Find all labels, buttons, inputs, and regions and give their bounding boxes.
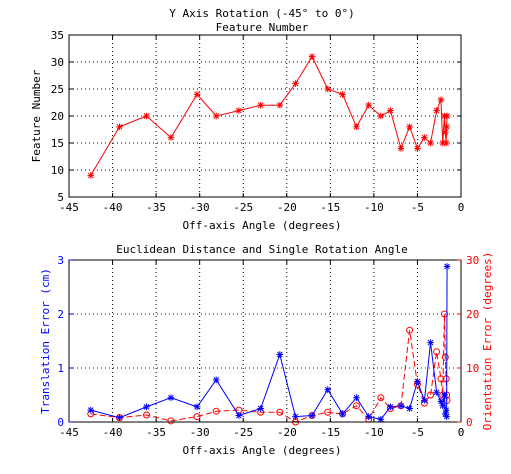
y-tick-label-right: 0: [466, 416, 473, 429]
y-tick-label: 15: [51, 137, 64, 150]
x-tick-label: -30: [190, 426, 210, 439]
x-tick-label: -40: [103, 201, 123, 214]
chart-title: Euclidean Distance and Single Rotation A…: [116, 243, 407, 256]
data-point: [339, 91, 346, 98]
y-axis-label-left: Translation Error (cm): [39, 268, 52, 414]
data-point: [406, 405, 413, 412]
data-point: [439, 403, 446, 410]
data-point: [143, 404, 150, 411]
data-point: [213, 113, 220, 120]
data-point: [236, 412, 243, 419]
data-point: [168, 394, 175, 401]
x-tick-label: -15: [320, 426, 340, 439]
y-tick-label-left: 1: [57, 362, 64, 375]
x-tick-label: -40: [103, 426, 123, 439]
x-tick-label: -25: [233, 201, 253, 214]
x-tick-label: -35: [146, 426, 166, 439]
data-point: [443, 140, 450, 147]
data-point: [414, 145, 421, 152]
data-point: [387, 107, 394, 114]
data-point: [87, 407, 94, 414]
data-point: [443, 407, 450, 414]
data-point: [277, 102, 284, 109]
y-tick-label-right: 10: [466, 362, 479, 375]
x-tick-label: -20: [277, 426, 297, 439]
data-point: [398, 145, 405, 152]
data-point: [116, 414, 123, 421]
data-point: [365, 413, 372, 420]
data-point: [236, 107, 243, 114]
x-tick-label: -5: [411, 426, 424, 439]
data-point: [444, 113, 451, 120]
chart-title: Y Axis Rotation (-45° to 0°): [169, 7, 354, 20]
data-point: [324, 86, 331, 93]
data-point: [443, 413, 450, 420]
data-point: [406, 124, 413, 131]
data-point: [87, 172, 94, 179]
y-axis-label-right: Orientation Error (degrees): [481, 252, 494, 431]
data-point: [421, 397, 428, 404]
data-point: [421, 134, 428, 141]
x-tick-label: 0: [458, 201, 465, 214]
data-point: [433, 107, 440, 114]
data-point: [309, 53, 316, 60]
x-axis-label: Off-axis Angle (degrees): [183, 444, 342, 457]
x-tick-label: -10: [364, 426, 384, 439]
data-point: [427, 339, 434, 346]
y-tick-label: 10: [51, 164, 64, 177]
data-point: [438, 97, 445, 104]
y-tick-label-right: 20: [466, 308, 479, 321]
data-point: [387, 404, 394, 411]
data-point: [378, 113, 385, 120]
x-tick-label: -35: [146, 201, 166, 214]
data-point: [353, 124, 360, 131]
data-point: [441, 392, 448, 399]
y-tick-label: 35: [51, 29, 64, 42]
x-tick-label: -25: [233, 426, 253, 439]
data-point: [427, 140, 434, 147]
x-tick-label: 0: [458, 426, 465, 439]
data-point: [442, 129, 449, 136]
x-tick-label: -15: [320, 201, 340, 214]
y-tick-label: 30: [51, 56, 64, 69]
data-point: [414, 378, 421, 385]
y-tick-label: 25: [51, 83, 64, 96]
data-point: [194, 91, 201, 98]
data-point: [168, 134, 175, 141]
y-tick-label-left: 0: [57, 416, 64, 429]
data-point: [365, 102, 372, 109]
data-point: [143, 113, 150, 120]
data-point: [116, 124, 123, 131]
data-point: [194, 404, 201, 411]
data-point: [444, 263, 451, 270]
y-tick-label: 5: [57, 191, 64, 204]
data-point: [257, 405, 264, 412]
chart-subtitle: Feature Number: [216, 21, 309, 34]
y-tick-label-left: 3: [57, 254, 64, 267]
x-axis-label: Off-axis Angle (degrees): [183, 219, 342, 232]
data-point: [213, 377, 220, 384]
y-tick-label-left: 2: [57, 308, 64, 321]
x-tick-label: -30: [190, 201, 210, 214]
data-point: [339, 411, 346, 418]
data-point: [433, 389, 440, 396]
x-tick-label: -10: [364, 201, 384, 214]
data-point: [292, 80, 299, 87]
data-point: [443, 124, 450, 131]
data-point: [257, 102, 264, 109]
y-axis-label: Feature Number: [30, 69, 43, 162]
data-point: [277, 351, 284, 358]
y-tick-label: 20: [51, 110, 64, 123]
x-tick-label: -5: [411, 201, 424, 214]
data-point: [324, 386, 331, 393]
data-point: [309, 412, 316, 419]
data-point: [353, 394, 360, 401]
data-point: [398, 403, 405, 410]
data-point: [292, 413, 299, 420]
y-tick-label-right: 30: [466, 254, 479, 267]
x-tick-label: -20: [277, 201, 297, 214]
